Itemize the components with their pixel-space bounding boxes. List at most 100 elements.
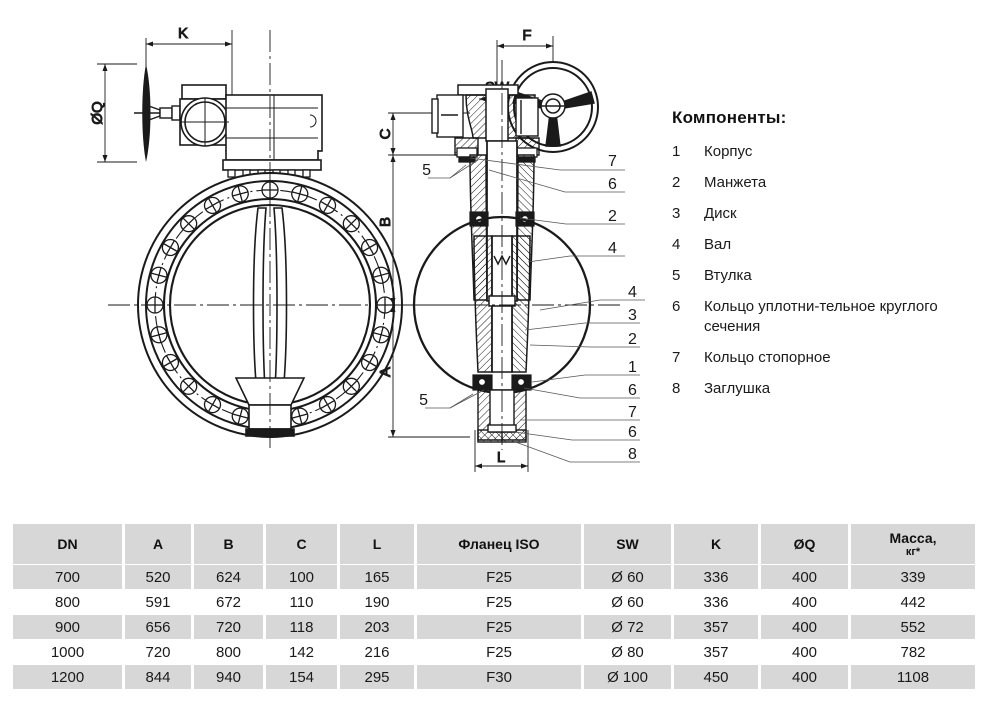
callout-4-mid: 4 bbox=[628, 284, 637, 301]
component-item: 2 Манжета bbox=[672, 173, 972, 193]
callout-7-lower: 7 bbox=[628, 404, 637, 421]
spec-table-cell: 336 bbox=[674, 590, 758, 614]
handwheel-hub-shaft bbox=[134, 104, 181, 122]
spec-table-cell: 450 bbox=[674, 665, 758, 689]
handwheel-hub bbox=[540, 93, 566, 119]
header-label: ØQ bbox=[793, 535, 816, 552]
view-cross-section: F SW C B A bbox=[377, 27, 620, 472]
component-label: Манжета bbox=[704, 174, 767, 191]
component-number: 5 bbox=[672, 267, 681, 284]
spec-table-row: 1200 844 940 154 295 F30 Ø 100 450 400 1108 bbox=[13, 665, 975, 689]
components-title: Компоненты: bbox=[672, 108, 787, 127]
spec-table-header-cell: L bbox=[340, 524, 414, 564]
dim-label-L: L bbox=[497, 449, 505, 466]
spec-table-cell: 1200 bbox=[13, 665, 122, 689]
spec-table-cell: Ø 80 bbox=[584, 640, 671, 664]
spec-table-cell: 400 bbox=[761, 590, 848, 614]
gearbox-housing bbox=[179, 84, 323, 171]
header-label: L bbox=[372, 535, 382, 552]
spec-table-cell: 940 bbox=[194, 665, 263, 689]
callout-2-upper: 2 bbox=[608, 208, 617, 225]
callout-4-upper: 4 bbox=[608, 240, 617, 257]
dimension-A bbox=[388, 305, 470, 438]
component-item: 3 Диск bbox=[672, 204, 972, 224]
component-number: 6 bbox=[672, 298, 681, 315]
spec-table-header-row: DN A B C L Фланец ISO SW K ØQ Масса, кг* bbox=[13, 524, 975, 564]
component-number: 3 bbox=[672, 205, 681, 222]
callout-8: 8 bbox=[628, 446, 637, 463]
callout-6-bottom: 6 bbox=[628, 424, 637, 441]
spec-table-cell: F25 bbox=[417, 565, 581, 589]
centerlines-section bbox=[400, 60, 620, 450]
header-sublabel: кг* bbox=[905, 545, 921, 558]
spec-table-cell: 100 bbox=[266, 565, 337, 589]
header-label: DN bbox=[57, 535, 78, 552]
callout-numbers: 7 6 2 4 4 3 2 1 6 7 6 8 5 5 bbox=[419, 153, 637, 463]
callout-5-upper: 5 bbox=[422, 162, 431, 179]
spec-table-cell: 118 bbox=[266, 615, 337, 639]
spec-table-cell: F25 bbox=[417, 640, 581, 664]
spec-table-body: 700 520 624 100 165 F25 Ø 60 336 400 339 800 591 672… bbox=[13, 565, 975, 689]
spec-table-cell: 782 bbox=[851, 640, 975, 664]
spec-table-header-cell: Масса, кг* bbox=[851, 524, 975, 564]
centerlines-front bbox=[108, 30, 372, 448]
spec-table-cell: 357 bbox=[674, 640, 758, 664]
spec-table-cell: 216 bbox=[340, 640, 414, 664]
spec-table-cell: 591 bbox=[125, 590, 191, 614]
callout-7-upper: 7 bbox=[608, 153, 617, 170]
header-label: SW bbox=[616, 535, 639, 552]
spec-table-cell: 900 bbox=[13, 615, 122, 639]
technical-drawing-area: K ØQ bbox=[89, 25, 645, 472]
spec-table-cell: 400 bbox=[761, 615, 848, 639]
spec-table-cell: 142 bbox=[266, 640, 337, 664]
spec-table-cell: 800 bbox=[194, 640, 263, 664]
component-item: 7 Кольцо стопорное bbox=[672, 348, 972, 368]
spec-table-row: 800 591 672 110 190 F25 Ø 60 336 400 442 bbox=[13, 590, 975, 614]
callout-1: 1 bbox=[628, 359, 637, 376]
spec-table-head: DN A B C L Фланец ISO SW K ØQ Масса, кг* bbox=[13, 524, 975, 564]
spec-table-cell: 720 bbox=[194, 615, 263, 639]
component-label: Диск bbox=[704, 205, 737, 222]
spec-table-cell: F25 bbox=[417, 590, 581, 614]
spec-table-cell: 520 bbox=[125, 565, 191, 589]
spec-table-cell: 1108 bbox=[851, 665, 975, 689]
spec-table-cell: 400 bbox=[761, 665, 848, 689]
callout-leaders bbox=[425, 157, 645, 463]
component-number: 1 bbox=[672, 143, 681, 160]
spec-table-cell: Ø 100 bbox=[584, 665, 671, 689]
valve-spec-table: DN A B C L Фланец ISO SW K ØQ Масса, кг* 700 520 624… bbox=[10, 523, 978, 690]
component-item: 4 Вал bbox=[672, 235, 972, 255]
callout-3: 3 bbox=[628, 307, 637, 324]
spec-table-cell: Ø 60 bbox=[584, 565, 671, 589]
component-label: Вал bbox=[704, 236, 732, 253]
component-number: 2 bbox=[672, 174, 681, 191]
spec-table-header-cell: K bbox=[674, 524, 758, 564]
spec-table-cell: 339 bbox=[851, 565, 975, 589]
header-label: A bbox=[152, 535, 164, 552]
dim-label-F: F bbox=[522, 27, 531, 44]
spec-table-header-cell: A bbox=[125, 524, 191, 564]
header-label: Фланец ISO bbox=[458, 535, 540, 552]
component-label: Кольцо стопорное bbox=[704, 349, 831, 366]
dim-label-A: A bbox=[377, 367, 394, 377]
view-side-elevation: K ØQ bbox=[89, 25, 403, 448]
spec-table-container: DN A B C L Фланец ISO SW K ØQ Масса, кг* 700 520 624… bbox=[10, 523, 976, 690]
gearbox-details bbox=[181, 95, 318, 160]
dim-label-K: K bbox=[178, 25, 188, 42]
spec-table-cell: F25 bbox=[417, 615, 581, 639]
spec-table-cell: 844 bbox=[125, 665, 191, 689]
taper-pin bbox=[493, 254, 511, 266]
spec-table-header-cell: Фланец ISO bbox=[417, 524, 581, 564]
header-label: K bbox=[710, 535, 722, 552]
spec-table-cell: 672 bbox=[194, 590, 263, 614]
component-number: 7 bbox=[672, 349, 681, 366]
spec-table-cell: 720 bbox=[125, 640, 191, 664]
dimension-L bbox=[474, 430, 529, 472]
component-item: 1 Корпус bbox=[672, 142, 972, 162]
dim-label-B: B bbox=[377, 217, 394, 227]
spec-table-row: 700 520 624 100 165 F25 Ø 60 336 400 339 bbox=[13, 565, 975, 589]
spec-table-cell: 154 bbox=[266, 665, 337, 689]
spec-table-cell: 400 bbox=[761, 565, 848, 589]
spec-table-cell: 800 bbox=[13, 590, 122, 614]
spec-table-cell: 203 bbox=[340, 615, 414, 639]
